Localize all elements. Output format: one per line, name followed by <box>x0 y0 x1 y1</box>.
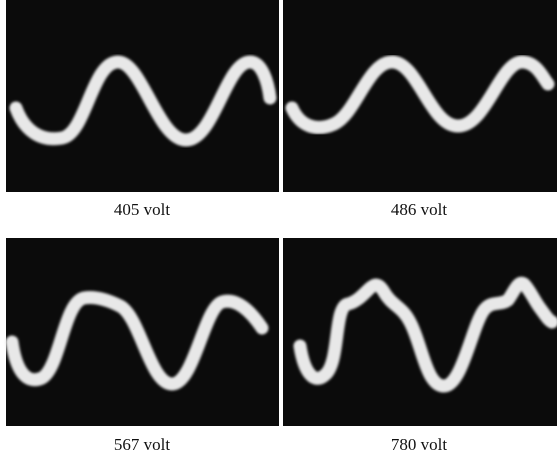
caption: 405 volt <box>6 200 278 220</box>
caption: 567 volt <box>6 435 278 455</box>
oscillograms <box>0 0 557 459</box>
caption: 486 volt <box>283 200 555 220</box>
figure: 405 volt 486 volt 567 volt 780 volt <box>0 0 557 459</box>
caption: 780 volt <box>283 435 555 455</box>
